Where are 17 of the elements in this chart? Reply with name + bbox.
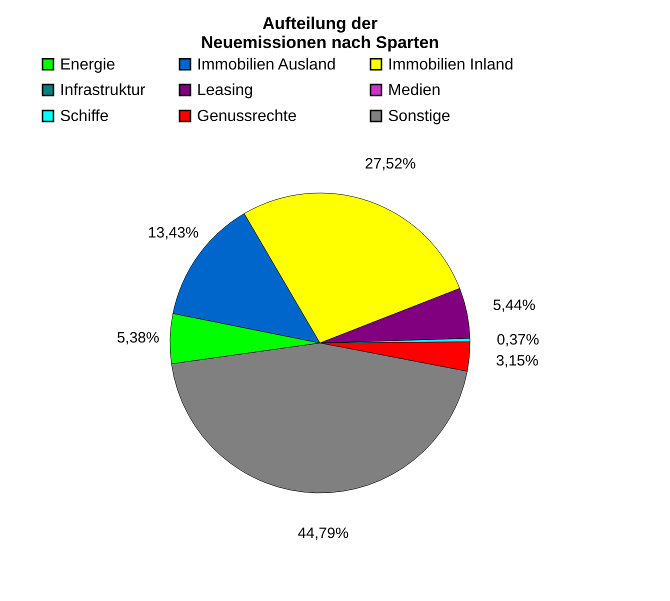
data-label: 27,52% xyxy=(364,156,416,173)
data-label: 13,43% xyxy=(148,224,199,242)
data-label: 44,79% xyxy=(298,524,349,542)
legend-label: Immobilien Ausland xyxy=(197,56,336,74)
chart-title: Aufteilung der Neuemissionen nach Sparten xyxy=(200,14,440,52)
legend-label: Immobilien Inland xyxy=(388,56,514,74)
data-label: 3,15% xyxy=(496,352,538,370)
legend-label: Schiffe xyxy=(60,108,109,125)
legend-label: Sonstige xyxy=(388,108,450,125)
data-label: 0,37% xyxy=(496,331,540,348)
legend-label: Energie xyxy=(60,56,116,74)
data-label: 5,44% xyxy=(492,296,536,314)
data-label: 5,38% xyxy=(116,329,160,346)
legend-label: Genussrechte xyxy=(197,108,297,125)
legend-label: Medien xyxy=(388,82,440,99)
legend-label: Infrastruktur xyxy=(60,82,146,99)
legend-label: Leasing xyxy=(197,82,254,99)
